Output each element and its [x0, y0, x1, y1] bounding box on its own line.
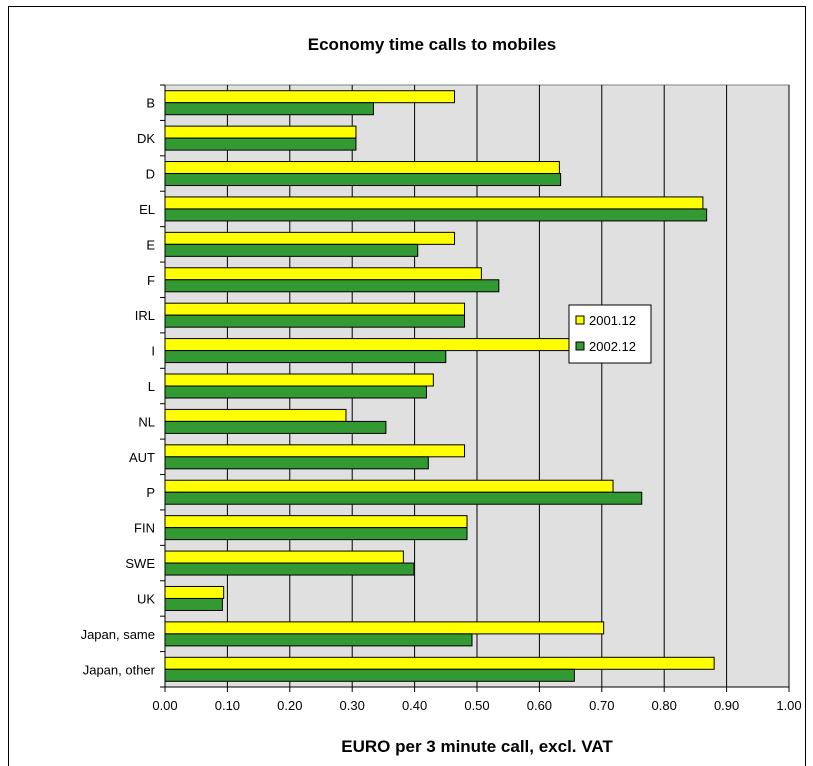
- category-label: E: [146, 237, 155, 252]
- category-label: Japan, other: [83, 662, 156, 677]
- bar-2001.12-UK: [164, 585, 225, 599]
- bar-2001.12-I: [164, 338, 615, 352]
- bar-2002.12-I: [164, 350, 447, 364]
- x-tick-label: 0.50: [464, 698, 489, 713]
- bar-2002.12-DK: [164, 137, 357, 151]
- category-label: L: [148, 379, 155, 394]
- bar-2002.12-AUT: [164, 456, 429, 470]
- category-label: AUT: [129, 450, 155, 465]
- bar-2001.12-Japan, same: [164, 621, 605, 635]
- x-tick-labels: 0.00 0.10 0.20 0.30 0.40 0.50 0.60 0.70 0.80 0.90…: [152, 687, 802, 713]
- bar-2001.12-NL: [164, 408, 347, 422]
- bar-2002.12-D: [164, 173, 562, 187]
- category-label: F: [147, 273, 155, 288]
- bar-2001.12-FIN: [164, 515, 468, 529]
- category-label: UK: [137, 591, 155, 606]
- bar-2001.12-EL: [164, 196, 704, 210]
- legend: 2001.12 2002.12: [568, 304, 652, 364]
- bar-2002.12-E: [164, 243, 419, 257]
- legend-box: [568, 304, 652, 364]
- category-label: DK: [137, 131, 155, 146]
- bar-2002.12-NL: [164, 420, 387, 434]
- x-tick-label: 0.40: [402, 698, 427, 713]
- bar-2001.12-AUT: [164, 444, 466, 458]
- bar-2002.12-EL: [164, 208, 708, 222]
- bar-2002.12-B: [164, 102, 374, 116]
- chart-title: Economy time calls to mobiles: [308, 35, 556, 54]
- category-label: P: [146, 485, 155, 500]
- category-label: FIN: [134, 521, 155, 536]
- x-tick-label: 0.70: [589, 698, 614, 713]
- x-tick-label: 0.30: [340, 698, 365, 713]
- bar-2002.12-FIN: [164, 527, 468, 541]
- bar-2001.12-P: [164, 479, 614, 493]
- x-tick-label: 0.90: [714, 698, 739, 713]
- bar-2001.12-SWE: [164, 550, 404, 564]
- x-tick-label: 1.00: [776, 698, 801, 713]
- category-label: Japan, same: [81, 627, 155, 642]
- x-tick-label: 0.20: [277, 698, 302, 713]
- category-label: EL: [139, 202, 155, 217]
- legend-swatch: [575, 341, 585, 351]
- x-tick-label: 0.00: [152, 698, 177, 713]
- category-labels: B DK D EL E F IRL I L NL AUT P FIN SWE UK Japan, same Ja…: [81, 84, 165, 688]
- bar-2002.12-IRL: [164, 314, 466, 328]
- bar-2002.12-Japan, same: [164, 633, 473, 647]
- bar-2001.12-D: [164, 161, 560, 175]
- bar-2001.12-IRL: [164, 302, 466, 316]
- x-tick-label: 0.60: [527, 698, 552, 713]
- x-axis-label: EURO per 3 minute call, excl. VAT: [341, 737, 613, 756]
- legend-label: 2002.12: [589, 339, 636, 354]
- bar-2002.12-UK: [164, 597, 223, 611]
- bar-2001.12-B: [164, 90, 456, 104]
- legend-swatch: [575, 315, 585, 325]
- category-label: IRL: [135, 308, 155, 323]
- bar-2002.12-Japan, other: [164, 668, 575, 682]
- x-tick-label: 0.80: [652, 698, 677, 713]
- category-label: SWE: [125, 556, 155, 571]
- category-label: NL: [138, 414, 155, 429]
- bar-2001.12-L: [164, 373, 434, 387]
- legend-label: 2001.12: [589, 313, 636, 328]
- bar-2001.12-F: [164, 267, 482, 281]
- bar-2001.12-DK: [164, 125, 357, 139]
- bar-2002.12-L: [164, 385, 427, 399]
- bar-2002.12-F: [164, 279, 500, 293]
- bar-2002.12-P: [164, 491, 643, 505]
- x-tick-label: 0.10: [215, 698, 240, 713]
- bar-2001.12-E: [164, 231, 456, 245]
- category-label: I: [151, 344, 155, 359]
- bar-2001.12-Japan, other: [164, 656, 715, 670]
- bar-2002.12-SWE: [164, 562, 415, 576]
- category-label: B: [146, 96, 155, 111]
- category-label: D: [146, 167, 155, 182]
